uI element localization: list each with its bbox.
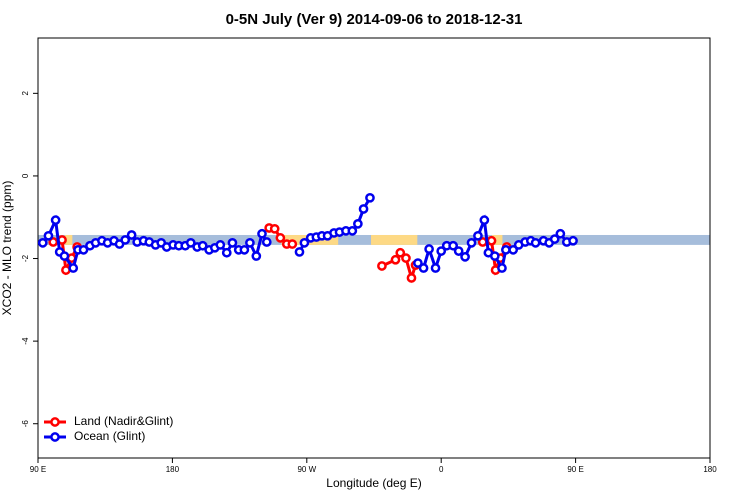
legend-marker	[50, 417, 60, 427]
y-tick-label: 0	[21, 173, 30, 178]
data-point	[78, 245, 89, 255]
data-point	[287, 239, 298, 249]
x-tick-label: 180	[166, 465, 180, 474]
y-tick-label: 2	[21, 91, 30, 96]
plot-frame	[37, 37, 711, 459]
data-point	[401, 253, 411, 263]
data-point	[508, 245, 519, 255]
data-point	[479, 215, 490, 225]
legend-label: Land (Nadir&Glint)	[74, 414, 173, 428]
data-point	[245, 237, 255, 248]
data-point	[568, 235, 578, 246]
legend-marker	[50, 432, 60, 442]
data-point	[430, 263, 441, 273]
data-point	[197, 240, 208, 251]
data-point	[390, 254, 401, 265]
data-point	[120, 235, 131, 245]
y-axis-label: XCO2 - MLO trend (ppm)	[0, 181, 14, 316]
data-point	[43, 230, 54, 241]
data-point	[261, 237, 272, 247]
legend-label: Ocean (Glint)	[74, 429, 145, 443]
legend: Land (Nadir&Glint)Ocean (Glint)	[44, 414, 173, 443]
land-band	[371, 234, 418, 245]
x-tick-label: 90 E	[30, 465, 46, 474]
data-point	[358, 204, 369, 214]
data-point	[275, 233, 286, 243]
data-point	[413, 258, 423, 268]
data-point	[436, 246, 447, 256]
data-point	[418, 263, 429, 273]
data-point	[489, 251, 500, 261]
x-tick-label: 90 W	[297, 465, 316, 474]
x-tick-label: 0	[439, 465, 444, 474]
data-point	[486, 235, 497, 246]
data-point	[530, 237, 541, 248]
data-point	[59, 251, 70, 261]
data-point	[365, 192, 375, 203]
data-point	[448, 240, 458, 251]
data-point	[37, 237, 48, 248]
data-point	[353, 218, 363, 229]
data-point	[497, 263, 507, 273]
data-point	[239, 245, 250, 255]
y-tick-label: -4	[21, 337, 30, 345]
data-point	[126, 230, 137, 240]
data-point	[227, 237, 238, 248]
data-point	[453, 246, 464, 256]
data-point	[299, 237, 310, 248]
y-tick-label: -2	[21, 254, 30, 262]
x-tick-label: 90 E	[567, 465, 583, 474]
land-band	[64, 234, 73, 245]
x-axis-label: Longitude (deg E)	[326, 476, 421, 490]
data-point	[377, 261, 387, 271]
data-point	[424, 244, 434, 254]
data-point	[48, 237, 59, 247]
data-point	[555, 228, 566, 239]
data-point	[221, 247, 232, 258]
data-point	[294, 247, 305, 257]
data-point	[395, 247, 406, 258]
data-point	[257, 228, 267, 239]
data-point	[251, 251, 262, 261]
land-band	[491, 234, 503, 245]
data-point	[406, 273, 417, 283]
data-point	[215, 240, 226, 250]
y-tick-label: -6	[21, 420, 30, 428]
data-point	[50, 215, 61, 225]
data-point	[347, 226, 358, 236]
data-point	[549, 234, 560, 244]
x-tick-label: 180	[703, 465, 717, 474]
data-point	[68, 263, 79, 273]
data-point	[269, 223, 280, 234]
chart-title: 0-5N July (Ver 9) 2014-09-06 to 2018-12-…	[226, 11, 523, 28]
data-point	[460, 252, 470, 262]
data-point	[185, 237, 196, 248]
data-point	[473, 230, 483, 241]
data-point	[466, 237, 477, 248]
